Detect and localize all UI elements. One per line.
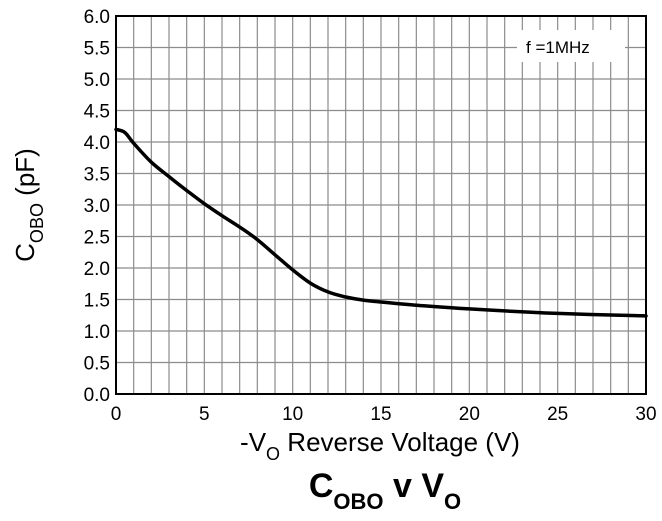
- chart-caption: COBO v VO: [309, 467, 461, 514]
- y-tick-label: 0.5: [84, 354, 110, 375]
- y-tick-label: 2.0: [84, 259, 110, 280]
- x-axis-title: -VO Reverse Voltage (V): [240, 427, 520, 464]
- y-axis-title: COBO (pF): [10, 148, 47, 262]
- y-tick-label: 5.0: [84, 70, 110, 91]
- caption-v-sub: O: [444, 489, 461, 514]
- x-axis-title-rest: Reverse Voltage (V): [280, 427, 520, 457]
- x-axis-title-main: -V: [240, 427, 267, 457]
- y-axis-title-rest: (pF): [10, 148, 40, 203]
- y-tick-label: 1.0: [84, 322, 110, 343]
- y-tick-label: 3.5: [84, 165, 110, 186]
- x-tick-label: 20: [459, 404, 480, 425]
- x-tick-labels: 0 5 10 15 20 25 30: [111, 404, 657, 425]
- y-axis-title-main: C: [10, 243, 40, 262]
- y-tick-label: 4.5: [84, 102, 110, 123]
- y-tick-label: 4.0: [84, 133, 110, 154]
- x-tick-label: 25: [547, 404, 568, 425]
- x-tick-label: 30: [635, 404, 656, 425]
- y-tick-label: 6.0: [84, 7, 110, 28]
- x-tick-label: 0: [111, 404, 122, 425]
- y-tick-label: 2.5: [84, 228, 110, 249]
- caption-mid: v V: [384, 467, 445, 505]
- y-axis-title-sub: OBO: [27, 203, 47, 243]
- series-line: [114, 127, 648, 318]
- annotation-label: f =1MHz: [526, 38, 590, 57]
- annotation-box: f =1MHz: [517, 30, 625, 62]
- y-tick-label: 5.5: [84, 39, 110, 60]
- caption-c-sub: OBO: [333, 489, 383, 514]
- caption-c: C: [309, 467, 334, 505]
- y-tick-label: 0.0: [84, 385, 110, 406]
- y-tick-labels: 0.0 0.5 1.0 1.5 2.0 2.5 3.0 3.5 4.0 4.5 5.0 5.5 6.0: [84, 7, 110, 406]
- y-tick-label: 1.5: [84, 291, 110, 312]
- x-tick-label: 5: [199, 404, 210, 425]
- x-axis-title-sub: O: [266, 444, 280, 464]
- grid: [116, 16, 646, 394]
- x-tick-label: 10: [282, 404, 303, 425]
- plot-frame: [115, 15, 647, 395]
- x-tick-label: 15: [370, 404, 391, 425]
- y-tick-label: 3.0: [84, 196, 110, 217]
